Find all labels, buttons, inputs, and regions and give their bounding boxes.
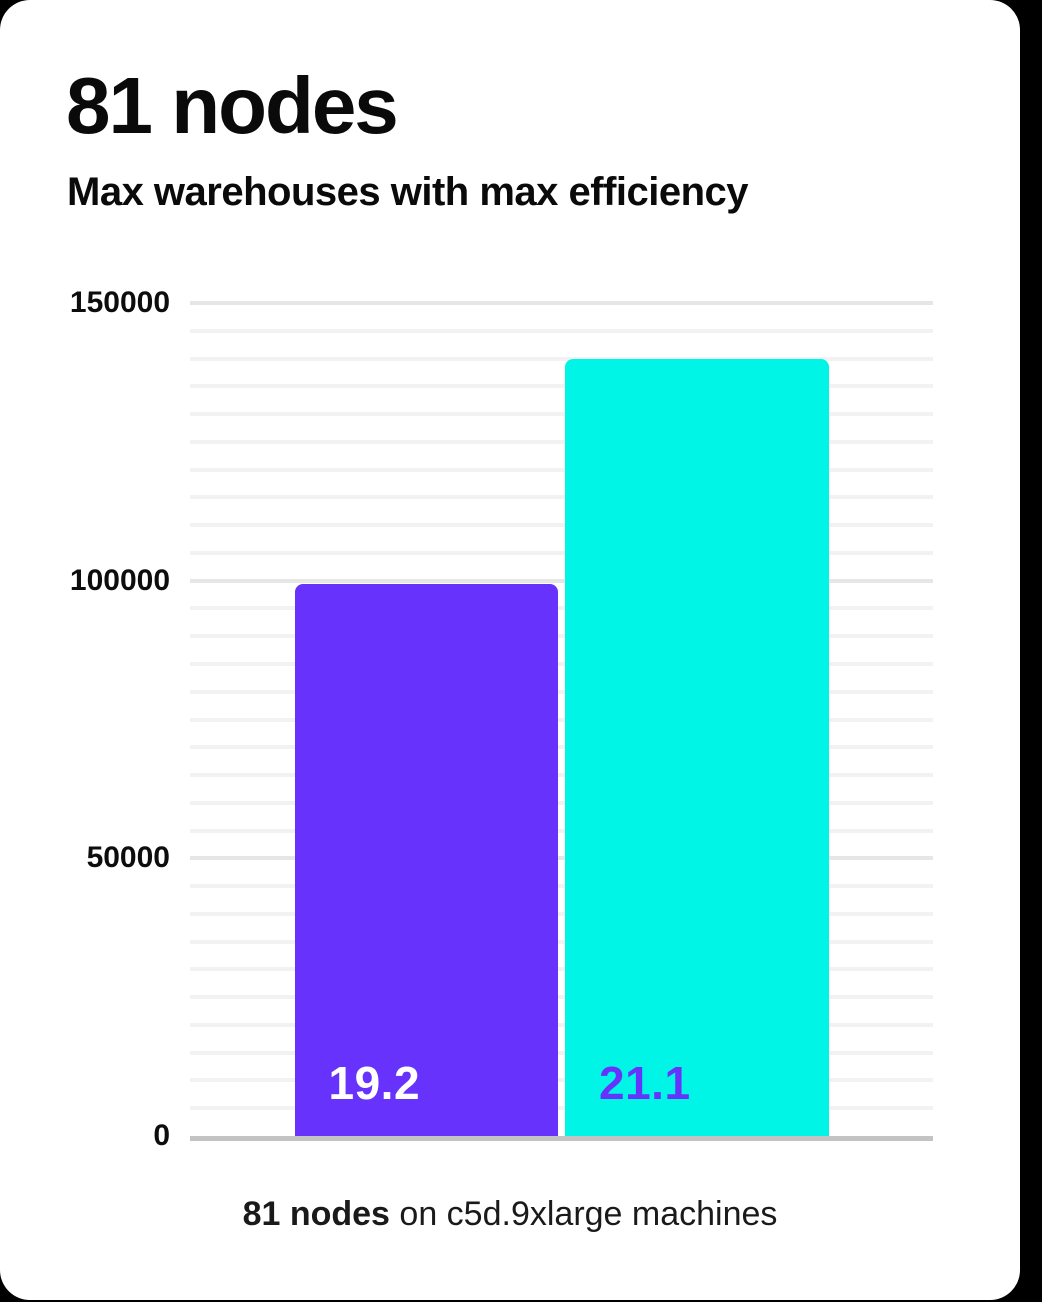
bar-value-label: 21.1 bbox=[599, 1057, 691, 1109]
y-axis-tick-label: 100000 bbox=[69, 563, 170, 597]
gridline bbox=[190, 1022, 933, 1027]
page-title: 81 nodes bbox=[66, 61, 399, 150]
caption-regular-text: on c5d.9xlarge machines bbox=[389, 1195, 778, 1233]
gridline bbox=[190, 356, 933, 361]
gridline bbox=[190, 523, 933, 528]
gridline bbox=[190, 606, 933, 611]
y-axis-tick-label: 50000 bbox=[86, 841, 170, 875]
gridline bbox=[190, 439, 933, 444]
gridline bbox=[190, 301, 933, 305]
gridline bbox=[190, 1106, 933, 1111]
gridline bbox=[190, 412, 933, 417]
chart-card: 81 nodes Max warehouses with max efficie… bbox=[0, 0, 1020, 1300]
gridline bbox=[190, 661, 933, 666]
page-subtitle: Max warehouses with max efficiency bbox=[67, 170, 749, 214]
gridline bbox=[190, 773, 933, 778]
gridline bbox=[190, 634, 933, 639]
bar-value-label: 19.2 bbox=[328, 1057, 421, 1109]
gridline bbox=[190, 967, 933, 972]
gridline bbox=[190, 745, 933, 750]
chart-caption: 81 nodes on c5d.9xlarge machines bbox=[0, 1194, 1020, 1235]
caption-bold-text: 81 nodes bbox=[242, 1195, 390, 1233]
gridline bbox=[190, 828, 933, 833]
gridline bbox=[190, 717, 933, 722]
gridline bbox=[190, 550, 933, 555]
gridline bbox=[190, 384, 933, 389]
plot-area: 0 50000 100000 150000 19.2 21.1 bbox=[70, 288, 933, 1151]
gridline bbox=[190, 467, 933, 472]
gridline bbox=[190, 1050, 933, 1055]
gridline bbox=[190, 328, 933, 333]
bar-21.1: 21.1 bbox=[565, 358, 829, 1136]
gridline bbox=[190, 800, 933, 805]
gridline bbox=[190, 884, 933, 889]
gridline bbox=[190, 689, 933, 694]
gridline bbox=[190, 995, 933, 1000]
gridline bbox=[190, 578, 933, 583]
gridline bbox=[190, 1078, 933, 1083]
y-axis-tick-label: 150000 bbox=[69, 286, 170, 319]
gridline bbox=[190, 856, 933, 861]
x-axis-line bbox=[190, 1136, 933, 1141]
y-axis-tick-label: 0 bbox=[153, 1119, 170, 1152]
gridline bbox=[190, 939, 933, 944]
gridline bbox=[190, 495, 933, 500]
gridline bbox=[190, 911, 933, 916]
bar-19.2: 19.2 bbox=[294, 584, 558, 1136]
